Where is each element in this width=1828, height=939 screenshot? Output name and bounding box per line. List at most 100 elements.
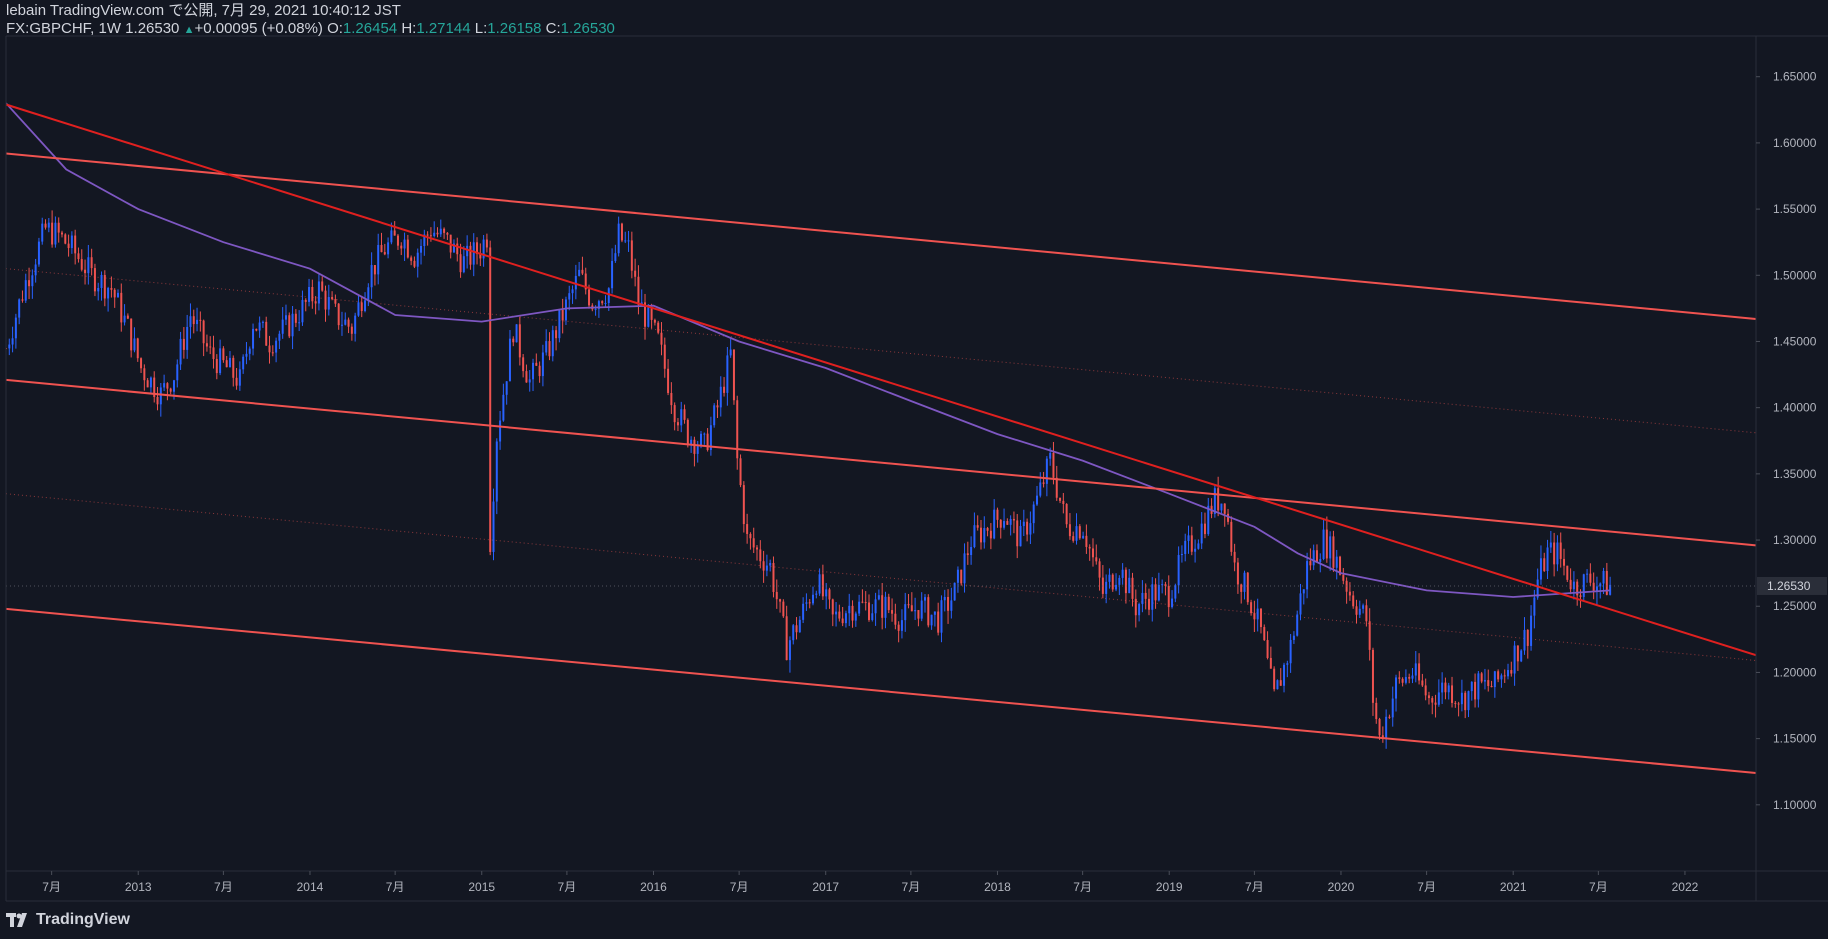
candle-body[interactable]: [1395, 677, 1398, 699]
candle-body[interactable]: [37, 241, 40, 265]
candle-body[interactable]: [1177, 555, 1180, 586]
candle-body[interactable]: [1556, 542, 1559, 565]
candle-body[interactable]: [140, 358, 143, 369]
candle-body[interactable]: [838, 611, 841, 619]
candle-body[interactable]: [176, 364, 179, 381]
candle-body[interactable]: [588, 289, 591, 306]
candle-body[interactable]: [1012, 518, 1015, 521]
candle-body[interactable]: [877, 595, 880, 600]
candle-body[interactable]: [686, 419, 689, 446]
candle-body[interactable]: [716, 405, 719, 408]
candle-body[interactable]: [93, 268, 96, 292]
candle-body[interactable]: [709, 425, 712, 451]
candle-body[interactable]: [113, 289, 116, 298]
candle-body[interactable]: [156, 396, 159, 405]
candle-body[interactable]: [1401, 678, 1404, 683]
candle-body[interactable]: [1335, 556, 1338, 568]
candle-body[interactable]: [248, 348, 251, 354]
candle-body[interactable]: [396, 235, 399, 246]
candle-body[interactable]: [123, 315, 126, 323]
candle-body[interactable]: [1375, 702, 1378, 720]
candle-body[interactable]: [1411, 675, 1414, 679]
candle-body[interactable]: [74, 235, 77, 254]
candle-body[interactable]: [1444, 682, 1447, 693]
candle-body[interactable]: [390, 230, 393, 243]
candle-body[interactable]: [400, 245, 403, 249]
candle-body[interactable]: [1388, 716, 1391, 718]
candle-body[interactable]: [1572, 581, 1575, 590]
candle-body[interactable]: [1500, 675, 1503, 680]
candle-body[interactable]: [1414, 663, 1417, 676]
candle-body[interactable]: [1434, 702, 1437, 705]
candle-body[interactable]: [522, 357, 525, 372]
candle-body[interactable]: [604, 302, 607, 304]
candle-body[interactable]: [265, 321, 268, 346]
candle-body[interactable]: [110, 288, 113, 290]
candle-body[interactable]: [1569, 579, 1572, 590]
candle-body[interactable]: [1539, 558, 1542, 580]
candle-body[interactable]: [844, 613, 847, 624]
candle-body[interactable]: [1167, 585, 1170, 608]
candle-body[interactable]: [1322, 529, 1325, 560]
candle-body[interactable]: [347, 319, 350, 327]
candle-body[interactable]: [311, 286, 314, 302]
candle-body[interactable]: [815, 593, 818, 595]
candle-body[interactable]: [1592, 582, 1595, 592]
candle-body[interactable]: [660, 332, 663, 345]
candle-body[interactable]: [828, 589, 831, 600]
candle-body[interactable]: [1530, 615, 1533, 646]
trendline[interactable]: [6, 103, 1756, 657]
candle-body[interactable]: [574, 275, 577, 290]
candle-body[interactable]: [21, 299, 24, 301]
candle-body[interactable]: [1431, 698, 1434, 703]
candle-body[interactable]: [947, 596, 950, 611]
candle-body[interactable]: [1467, 691, 1470, 711]
candle-body[interactable]: [900, 620, 903, 631]
candle-body[interactable]: [564, 299, 567, 321]
candle-body[interactable]: [1124, 569, 1127, 594]
candle-body[interactable]: [1082, 535, 1085, 539]
candle-body[interactable]: [1520, 650, 1523, 662]
candle-body[interactable]: [492, 501, 495, 552]
candle-body[interactable]: [999, 519, 1002, 528]
candle-body[interactable]: [143, 368, 146, 381]
candle-body[interactable]: [1263, 627, 1266, 641]
candle-body[interactable]: [406, 239, 409, 258]
candle-body[interactable]: [499, 420, 502, 442]
candle-body[interactable]: [1233, 551, 1236, 563]
candle-body[interactable]: [512, 338, 515, 343]
candle-body[interactable]: [1292, 635, 1295, 640]
candle-body[interactable]: [1312, 550, 1315, 566]
candle-body[interactable]: [769, 562, 772, 566]
candle-body[interactable]: [1098, 561, 1101, 578]
candle-body[interactable]: [439, 228, 442, 235]
candle-body[interactable]: [676, 422, 679, 426]
candle-body[interactable]: [1289, 639, 1292, 664]
candle-body[interactable]: [1306, 561, 1309, 590]
candle-body[interactable]: [1378, 719, 1381, 736]
candle-body[interactable]: [996, 509, 999, 520]
candle-body[interactable]: [1451, 685, 1454, 703]
candle-body[interactable]: [1128, 577, 1131, 594]
candle-body[interactable]: [1164, 584, 1167, 586]
candle-body[interactable]: [578, 269, 581, 276]
candle-body[interactable]: [149, 377, 152, 388]
candle-body[interactable]: [630, 240, 633, 271]
candle-body[interactable]: [1259, 608, 1262, 628]
candle-body[interactable]: [956, 569, 959, 583]
candle-body[interactable]: [67, 243, 70, 249]
candle-body[interactable]: [930, 614, 933, 626]
candle-body[interactable]: [555, 330, 558, 339]
candle-body[interactable]: [215, 358, 218, 374]
candle-body[interactable]: [950, 600, 953, 611]
candle-body[interactable]: [327, 297, 330, 310]
candle-body[interactable]: [1362, 605, 1365, 609]
candle-body[interactable]: [627, 240, 630, 242]
candle-body[interactable]: [729, 349, 732, 356]
candle-body[interactable]: [433, 232, 436, 237]
candle-body[interactable]: [1240, 584, 1243, 592]
candle-body[interactable]: [410, 257, 413, 261]
candle-body[interactable]: [1503, 675, 1506, 677]
candle-body[interactable]: [1381, 735, 1384, 739]
